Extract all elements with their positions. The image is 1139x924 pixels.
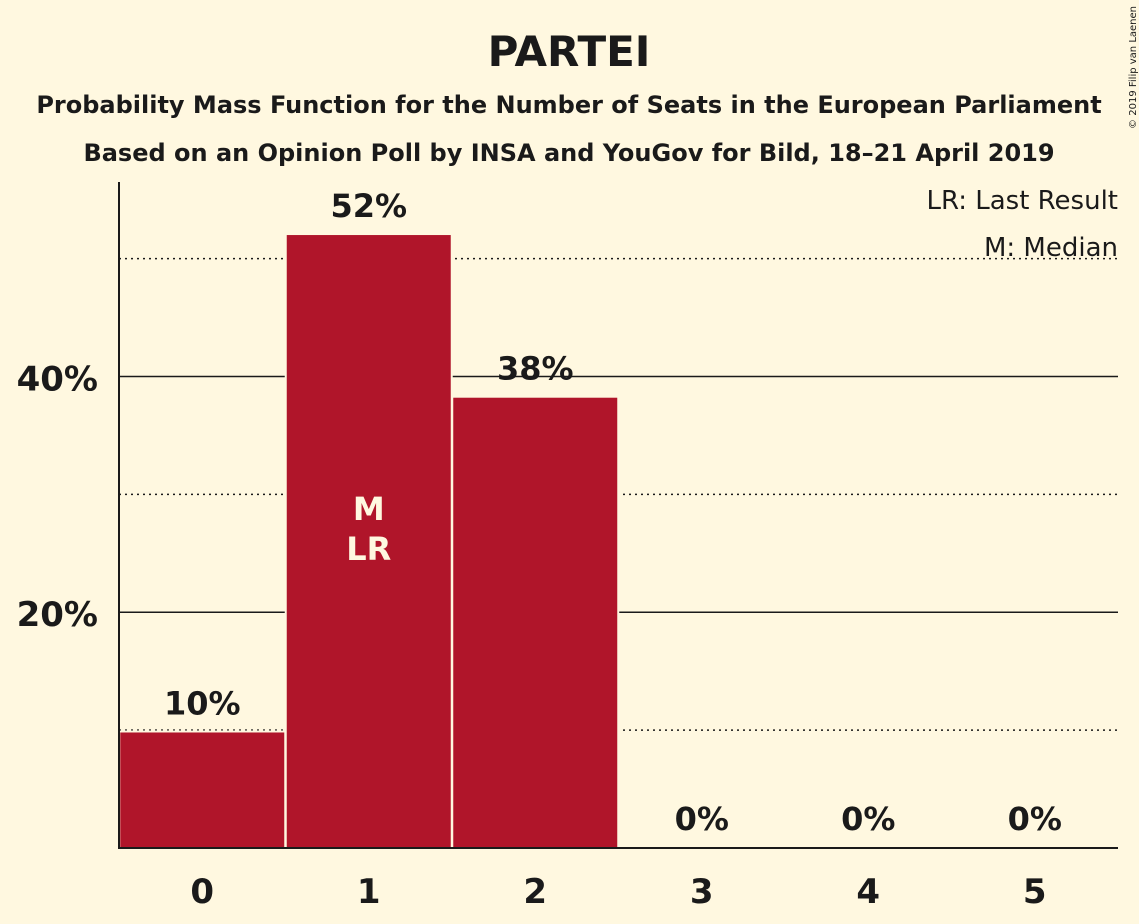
- x-tick-label: 1: [357, 872, 381, 912]
- bar-value-label: 52%: [330, 187, 407, 225]
- x-tick-label: 3: [690, 872, 714, 912]
- x-tick-label: 2: [523, 872, 547, 912]
- bar-seats-1: [286, 235, 451, 848]
- bar-value-label: 0%: [675, 800, 729, 838]
- x-tick-labels: 0 1 2 3 4 5: [190, 872, 1046, 912]
- y-tick-labels: 20% 40%: [17, 359, 98, 635]
- y-tick-label: 40%: [17, 359, 98, 399]
- copyright-notice: © 2019 Filip van Laenen: [1128, 6, 1139, 129]
- y-tick-label: 20%: [17, 595, 98, 635]
- bar-value-label: 0%: [1008, 800, 1062, 838]
- chart-subtitle: Probability Mass Function for the Number…: [36, 91, 1101, 119]
- legend-last-result: LR: Last Result: [926, 186, 1118, 216]
- bar-annotation: M: [353, 490, 385, 528]
- chart-title: PARTEI: [488, 27, 651, 76]
- bars: [118, 233, 620, 848]
- x-tick-label: 5: [1023, 872, 1047, 912]
- bar-value-label: 0%: [841, 800, 895, 838]
- x-tick-label: 4: [856, 872, 880, 912]
- chart-subtitle-2: Based on an Opinion Poll by INSA and You…: [83, 139, 1054, 167]
- bar-value-label: 38%: [497, 350, 574, 388]
- bar-value-label: 10%: [164, 684, 241, 722]
- bar-seats-2: [453, 397, 618, 848]
- bar-seats-0: [120, 732, 285, 848]
- legend-median: M: Median: [984, 233, 1118, 263]
- bar-annotation: LR: [346, 530, 391, 568]
- bar-labels: 10% 52% 38% 0% 0% 0% MLR: [164, 187, 1062, 838]
- x-tick-label: 0: [190, 872, 214, 912]
